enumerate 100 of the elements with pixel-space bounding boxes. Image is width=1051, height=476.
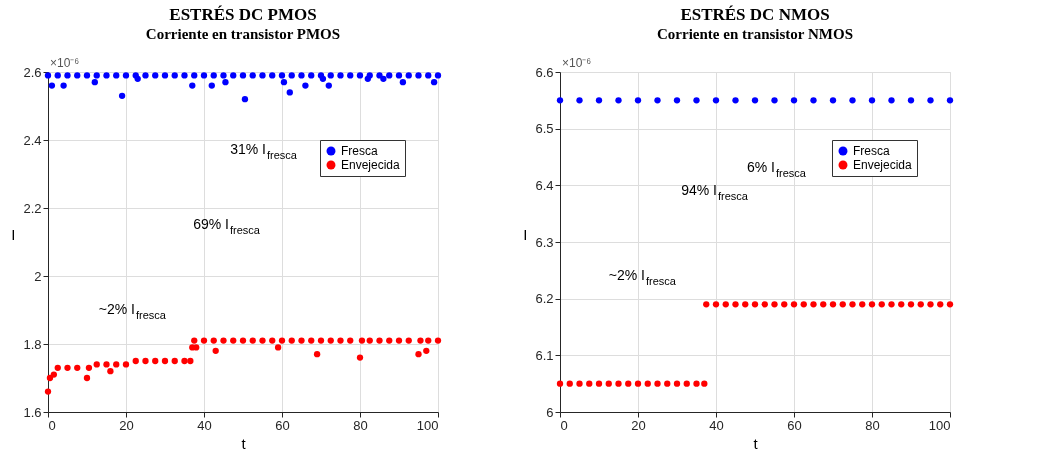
point: [625, 380, 632, 387]
point: [395, 337, 403, 344]
point: [771, 301, 778, 308]
point: [85, 364, 93, 371]
point: [732, 97, 739, 104]
point: [83, 374, 91, 382]
point: [298, 337, 305, 344]
point: [200, 72, 208, 79]
point: [269, 72, 276, 79]
point: [259, 72, 266, 79]
point: [644, 380, 651, 387]
x-tick-label: 80: [353, 417, 368, 433]
y-tick-label: 6.6: [535, 64, 554, 80]
point: [654, 380, 661, 387]
point: [241, 96, 249, 103]
point: [800, 301, 807, 308]
point: [415, 351, 422, 358]
point: [605, 380, 612, 387]
x-tick-label: 40: [197, 417, 212, 433]
point: [54, 72, 61, 79]
point: [868, 97, 876, 104]
y-tick-label: 6.3: [535, 234, 554, 250]
y-tick-label: 6.4: [535, 177, 554, 193]
point: [278, 337, 286, 344]
point: [83, 72, 91, 79]
legend-label: Fresca: [341, 144, 378, 158]
point: [50, 371, 58, 378]
point: [152, 357, 159, 365]
point: [122, 361, 130, 368]
point: [44, 388, 52, 395]
point: [751, 301, 759, 308]
point: [288, 72, 295, 79]
point: [820, 301, 827, 308]
point: [249, 72, 256, 79]
point: [210, 337, 217, 344]
point: [54, 364, 61, 371]
x-tick-label: 100: [928, 417, 951, 433]
point: [161, 357, 169, 365]
point: [693, 380, 700, 387]
point: [576, 97, 583, 104]
point: [308, 72, 315, 79]
point: [742, 301, 749, 308]
point: [849, 301, 856, 308]
point: [868, 301, 876, 308]
point: [356, 354, 364, 361]
point: [722, 301, 729, 308]
y-tick-label: 2: [34, 268, 42, 284]
point: [274, 344, 282, 351]
point: [673, 380, 681, 387]
point: [325, 82, 332, 89]
y-tick-label: 1.6: [23, 404, 42, 420]
y-tick-label: 6: [546, 404, 554, 420]
point: [152, 72, 159, 79]
point: [327, 72, 334, 79]
chart-title: ESTRÉS DC NMOS: [680, 5, 830, 24]
point: [415, 72, 422, 79]
point: [434, 72, 442, 79]
point: [712, 301, 720, 308]
point: [222, 79, 229, 86]
y-tick-label: 2.2: [23, 200, 42, 216]
chart-subtitle: Corriente en transistor PMOS: [145, 26, 341, 42]
point: [286, 89, 293, 96]
point: [64, 364, 71, 371]
x-tick-label: 20: [119, 417, 134, 433]
point: [595, 380, 603, 387]
point: [703, 301, 710, 308]
point: [917, 301, 924, 308]
point: [829, 301, 837, 308]
point: [683, 380, 690, 387]
point: [278, 72, 286, 79]
point: [113, 361, 120, 368]
point: [927, 97, 934, 104]
chart-title: ESTRÉS DC PMOS: [169, 5, 317, 24]
point: [595, 97, 603, 104]
legend-label: Envejecida: [341, 158, 401, 172]
chart-subtitle: Corriente en transistor NMOS: [657, 26, 853, 42]
point: [712, 97, 720, 104]
x-tick-label: 20: [631, 417, 646, 433]
point: [220, 337, 227, 344]
point: [790, 301, 798, 308]
point: [586, 380, 593, 387]
point: [425, 72, 432, 79]
point: [615, 97, 622, 104]
point: [566, 380, 573, 387]
point: [103, 361, 110, 368]
point: [298, 72, 305, 79]
point: [132, 357, 139, 365]
point: [302, 82, 309, 89]
text: ×10⁻⁶: [50, 56, 80, 70]
point: [171, 357, 178, 365]
point: [751, 97, 759, 104]
point: [239, 72, 247, 79]
point: [103, 72, 110, 79]
point: [907, 97, 915, 104]
point: [187, 357, 194, 365]
point: [337, 337, 344, 344]
point: [395, 72, 403, 79]
point: [142, 357, 149, 365]
point: [208, 82, 215, 89]
point: [288, 337, 295, 344]
